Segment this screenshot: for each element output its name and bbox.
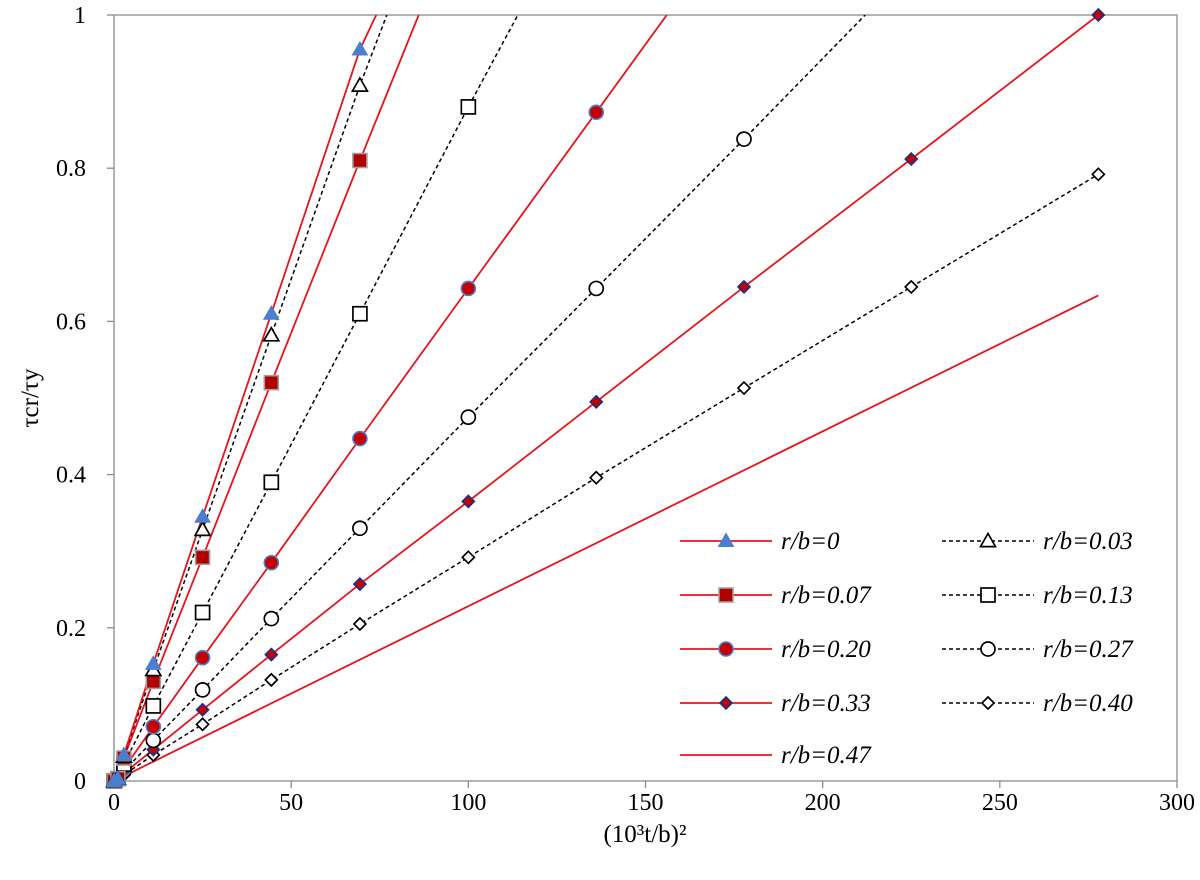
legend: r/b=0 r/b=0.03 r/b=0.07 r/b=0.13 r/b=0.20 r/b… xyxy=(680,528,1134,769)
legend-marker xyxy=(980,695,996,711)
data-point xyxy=(589,394,604,409)
data-point xyxy=(264,672,279,688)
data-point xyxy=(461,494,476,509)
data-point xyxy=(460,409,477,425)
series-line xyxy=(114,15,519,781)
legend-label: r/b=0.07 xyxy=(781,582,872,609)
data-point xyxy=(115,746,133,762)
legend-marker xyxy=(718,587,734,603)
data-point xyxy=(352,577,368,592)
data-point xyxy=(460,99,477,115)
y-tick-label: 0.6 xyxy=(56,309,86,335)
data-point xyxy=(263,374,280,391)
x-tick-label: 250 xyxy=(982,790,1018,816)
series-line xyxy=(114,15,1099,781)
legend-marker xyxy=(718,695,734,711)
legend-marker xyxy=(718,641,734,657)
data-point xyxy=(144,655,162,670)
data-point xyxy=(350,76,369,92)
data-point xyxy=(588,104,605,121)
data-point xyxy=(109,770,127,785)
data-point xyxy=(460,280,477,297)
legend-label: r/b=0.47 xyxy=(781,742,872,769)
series-line xyxy=(114,15,668,781)
data-point xyxy=(145,673,162,690)
data-point xyxy=(352,305,368,322)
legend-marker xyxy=(980,641,996,657)
legend-label: r/b=0.40 xyxy=(1043,690,1133,717)
data-point xyxy=(904,279,919,295)
data-point xyxy=(263,610,280,627)
data-point xyxy=(195,717,210,732)
data-point xyxy=(194,681,211,698)
data-point xyxy=(352,520,368,537)
y-tick-label: 0.4 xyxy=(56,463,86,489)
data-point xyxy=(736,380,752,396)
data-point xyxy=(264,647,279,662)
legend-marker xyxy=(717,532,735,548)
series-line xyxy=(114,294,1099,781)
data-point xyxy=(904,151,919,167)
x-tick-label: 300 xyxy=(1159,790,1195,816)
legend-marker xyxy=(979,531,997,548)
data-point xyxy=(736,131,752,147)
data-point xyxy=(588,280,605,297)
data-point xyxy=(262,305,280,320)
x-tick-label: 50 xyxy=(279,790,303,816)
series-line xyxy=(114,15,866,781)
y-tick-label: 0.2 xyxy=(56,616,86,642)
y-tick-label: 0.8 xyxy=(56,156,86,182)
legend-label: r/b=0.33 xyxy=(781,690,871,717)
x-axis-title: (10³t/b)² xyxy=(603,821,686,848)
series-line xyxy=(114,173,1099,781)
plot-frame xyxy=(113,14,1178,782)
data-point xyxy=(1091,7,1106,23)
data-point xyxy=(352,616,368,632)
data-point xyxy=(351,40,369,56)
legend-label: r/b=0.20 xyxy=(781,636,871,663)
y-tick-label: 0 xyxy=(74,769,86,795)
data-point xyxy=(1091,167,1106,182)
series-layer xyxy=(114,15,1099,781)
data-point xyxy=(194,508,211,523)
data-point xyxy=(145,732,162,749)
legend-label: r/b=0 xyxy=(781,528,840,555)
data-point xyxy=(262,325,281,342)
y-tick-label: 1 xyxy=(74,3,86,29)
data-point xyxy=(194,649,211,666)
x-tick-label: 100 xyxy=(450,790,486,816)
x-tick-label: 200 xyxy=(805,790,841,816)
data-point xyxy=(195,702,210,717)
marker-layer xyxy=(105,7,1106,789)
data-point xyxy=(263,554,280,571)
legend-label: r/b=0.03 xyxy=(1043,528,1133,555)
legend-label: r/b=0.13 xyxy=(1043,582,1133,609)
data-point xyxy=(461,550,476,565)
data-point xyxy=(145,718,162,735)
legend-marker xyxy=(980,587,996,603)
data-point xyxy=(736,279,752,295)
y-axis-title: τcr/τy xyxy=(17,368,44,427)
data-point xyxy=(263,474,280,491)
legend-label: r/b=0.27 xyxy=(1043,636,1134,663)
data-point xyxy=(352,430,368,447)
axes: 0 50 100 150 200 250 300 0 0.2 0.4 0.6 0.8 1 xyxy=(56,3,1195,816)
data-point xyxy=(194,549,211,566)
data-point xyxy=(194,604,211,621)
x-tick-label: 150 xyxy=(628,790,664,816)
data-point xyxy=(145,698,162,714)
x-tick-label: 0 xyxy=(108,790,120,816)
data-point xyxy=(352,152,368,169)
series-line xyxy=(114,15,420,781)
data-point xyxy=(589,470,604,485)
data-point xyxy=(193,520,212,537)
